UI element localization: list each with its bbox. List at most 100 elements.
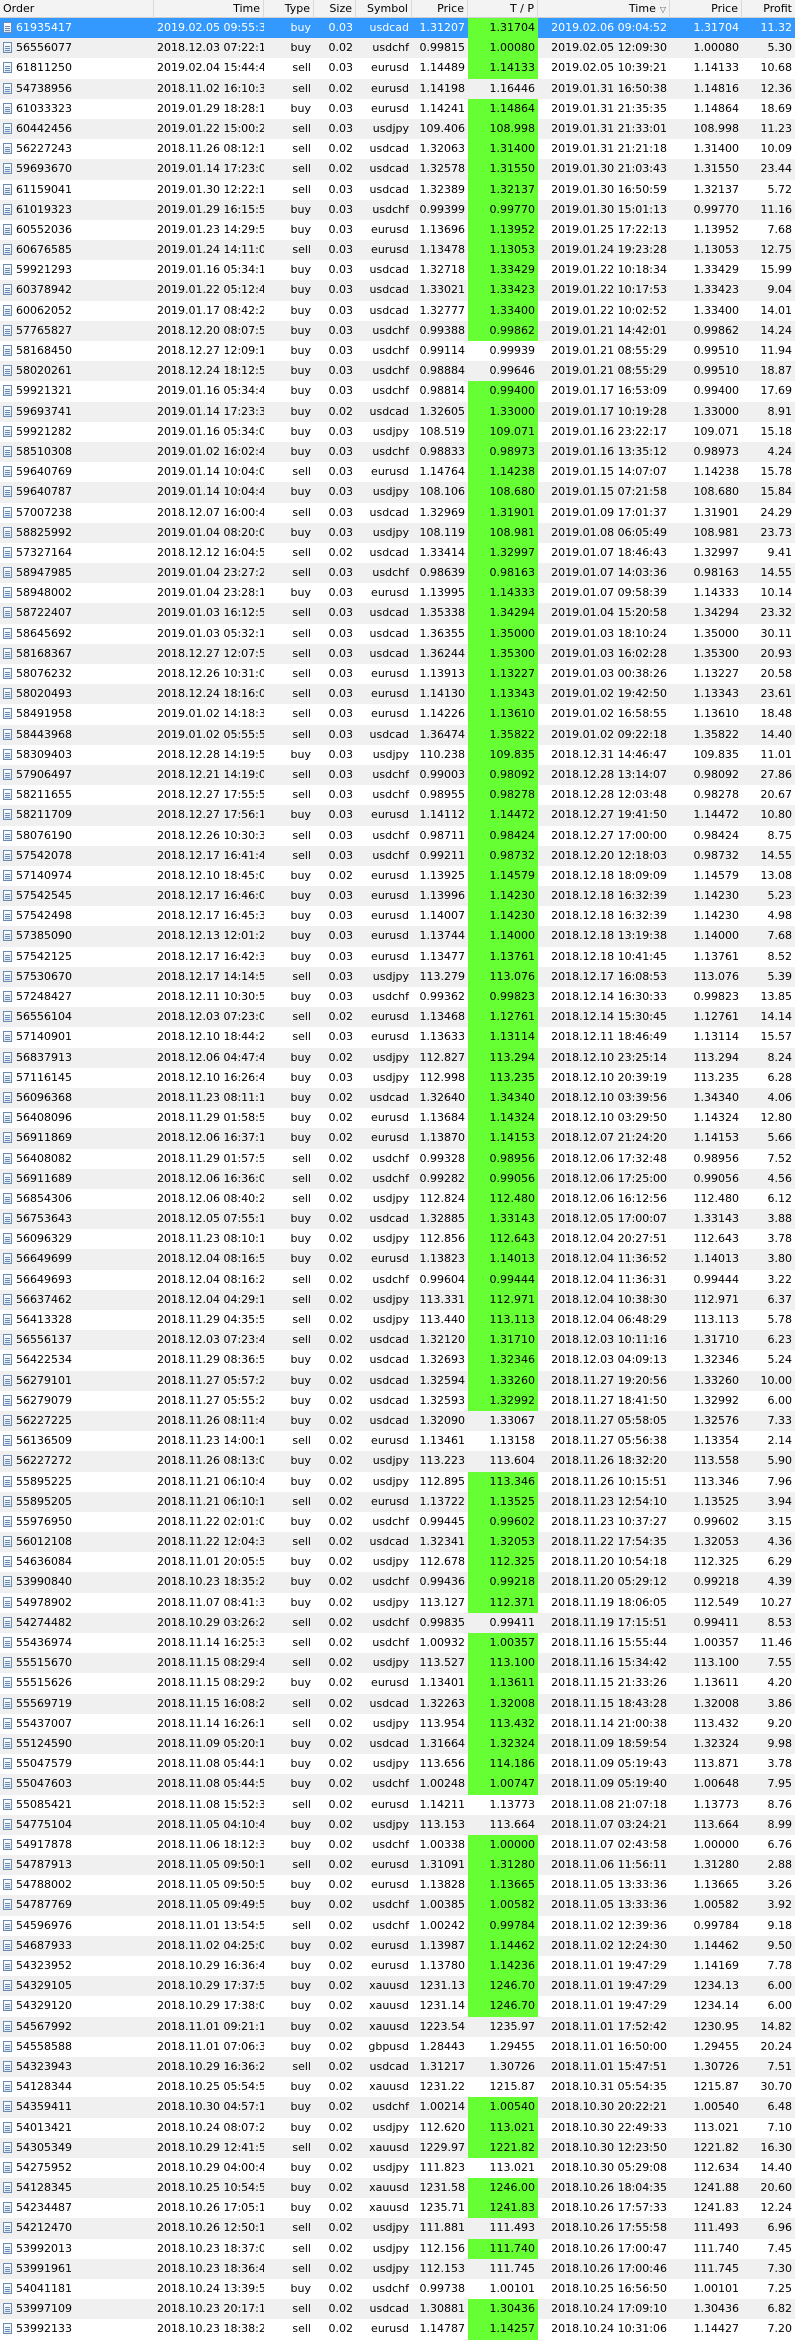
table-row[interactable]: 59640769 2019.01.14 10:04:09 sell 0.03 eurus… <box>0 462 795 483</box>
table-row[interactable]: 58825992 2019.01.04 08:20:08 buy 0.03 usdjpy… <box>0 522 795 543</box>
table-row[interactable]: 55437007 2018.11.14 16:26:16 sell 0.02 usdjp… <box>0 1713 795 1734</box>
table-row[interactable]: 55047579 2018.11.08 05:44:17 buy 0.02 usdjpy… <box>0 1754 795 1775</box>
table-row[interactable]: 57007238 2018.12.07 16:00:46 sell 0.03 usdca… <box>0 502 795 523</box>
table-row[interactable]: 61159041 2019.01.30 12:22:19 sell 0.03 usdca… <box>0 179 795 200</box>
table-row[interactable]: 53997109 2018.10.23 20:17:15 sell 0.02 usdca… <box>0 2299 795 2320</box>
table-row[interactable]: 54275952 2018.10.29 04:00:47 buy 0.02 usdjpy… <box>0 2158 795 2178</box>
table-row[interactable]: 60442456 2019.01.22 15:00:27 sell 0.03 usdjp… <box>0 118 795 140</box>
table-row[interactable]: 59693741 2019.01.14 17:23:34 buy 0.02 usdcad… <box>0 401 795 422</box>
table-row[interactable]: 58076232 2018.12.26 10:31:09 sell 0.03 eurus… <box>0 664 795 685</box>
table-row[interactable]: 58020493 2018.12.24 18:16:00 sell 0.03 eurus… <box>0 684 795 705</box>
table-row[interactable]: 54978902 2018.11.07 08:41:33 buy 0.02 usdjpy… <box>0 1592 795 1613</box>
table-row[interactable]: 53992013 2018.10.23 18:37:09 sell 0.02 usdjp… <box>0 2238 795 2259</box>
table-row[interactable]: 56837913 2018.12.06 04:47:45 buy 0.02 usdjpy… <box>0 1047 795 1068</box>
table-row[interactable]: 59921321 2019.01.16 05:34:41 buy 0.03 usdchf… <box>0 381 795 402</box>
table-row[interactable]: 54558588 2018.11.01 07:06:32 buy 0.02 gbpusd… <box>0 2037 795 2057</box>
table-row[interactable]: 56408082 2018.11.29 01:57:58 sell 0.02 usdch… <box>0 1148 795 1169</box>
table-row[interactable]: 58211709 2018.12.27 17:56:16 buy 0.03 eurusd… <box>0 805 795 826</box>
table-row[interactable]: 54128344 2018.10.25 05:54:54 buy 0.02 xauusd… <box>0 2077 795 2097</box>
table-row[interactable]: 55569719 2018.11.15 16:08:24 sell 0.02 usdca… <box>0 1693 795 1714</box>
table-row[interactable]: 56556077 2018.12.03 07:22:14 buy 0.02 usdchf… <box>0 38 795 59</box>
table-row[interactable]: 57765827 2018.12.20 08:07:52 buy 0.03 usdchf… <box>0 320 795 341</box>
table-row[interactable]: 58020261 2018.12.24 18:12:59 buy 0.03 usdchf… <box>0 361 795 382</box>
table-row[interactable]: 60676585 2019.01.24 14:11:09 sell 0.03 eurus… <box>0 240 795 261</box>
table-row[interactable]: 55515670 2018.11.15 08:29:47 sell 0.02 usdjp… <box>0 1653 795 1674</box>
table-row[interactable]: 56422534 2018.11.29 08:36:52 buy 0.02 usdcad… <box>0 1350 795 1371</box>
table-row[interactable]: 60552036 2019.01.23 14:29:53 buy 0.03 eurusd… <box>0 219 795 241</box>
table-row[interactable]: 54788002 2018.11.05 09:50:53 buy 0.02 eurusd… <box>0 1875 795 1896</box>
table-row[interactable]: 56556104 2018.12.03 07:23:00 sell 0.02 eurus… <box>0 1007 795 1028</box>
table-row[interactable]: 57542498 2018.12.17 16:45:32 buy 0.03 eurusd… <box>0 906 795 927</box>
table-row[interactable]: 58443968 2019.01.02 05:55:58 sell 0.03 usdca… <box>0 724 795 745</box>
table-row[interactable]: 57542078 2018.12.17 16:41:46 sell 0.03 usdch… <box>0 845 795 866</box>
table-row[interactable]: 54305349 2018.10.29 12:41:54 sell 0.02 xauus… <box>0 2137 795 2158</box>
table-row[interactable]: 58947985 2019.01.04 23:27:25 sell 0.03 usdch… <box>0 563 795 584</box>
table-row[interactable]: 55085421 2018.11.08 15:52:39 sell 0.02 eurus… <box>0 1795 795 1815</box>
table-row[interactable]: 54041181 2018.10.24 13:39:51 buy 0.02 usdchf… <box>0 2279 795 2299</box>
table-row[interactable]: 56753643 2018.12.05 07:55:17 buy 0.02 usdcad… <box>0 1209 795 1230</box>
table-row[interactable]: 58510308 2019.01.02 16:02:45 buy 0.03 usdchf… <box>0 441 795 463</box>
column-header-time[interactable]: Time <box>154 0 264 18</box>
table-row[interactable]: 54738956 2018.11.02 16:10:30 sell 0.02 eurus… <box>0 78 795 99</box>
table-row[interactable]: 58491958 2019.01.02 14:18:32 sell 0.03 eurus… <box>0 704 795 725</box>
table-row[interactable]: 55895205 2018.11.21 06:10:10 sell 0.02 eurus… <box>0 1491 795 1512</box>
table-row[interactable]: 54323943 2018.10.29 16:36:28 sell 0.02 usdca… <box>0 2056 795 2078</box>
column-header-symbol[interactable]: Symbol <box>356 0 412 18</box>
table-row[interactable]: 55976950 2018.11.22 02:01:03 buy 0.02 usdchf… <box>0 1511 795 1533</box>
table-row[interactable]: 54329120 2018.10.29 17:38:08 buy 0.02 xauusd… <box>0 1996 795 2017</box>
table-row[interactable]: 55047603 2018.11.08 05:44:53 buy 0.02 usdchf… <box>0 1774 795 1795</box>
table-row[interactable]: 56637462 2018.12.04 04:29:16 sell 0.02 usdjp… <box>0 1289 795 1310</box>
table-row[interactable]: 56279079 2018.11.27 05:55:28 buy 0.02 usdcad… <box>0 1390 795 1411</box>
table-row[interactable]: 56854306 2018.12.06 08:40:26 sell 0.02 usdjp… <box>0 1188 795 1210</box>
column-header-profit[interactable]: Profit <box>742 0 795 18</box>
table-row[interactable]: 57542545 2018.12.17 16:46:08 buy 0.03 eurusd… <box>0 886 795 907</box>
table-row[interactable]: 54013421 2018.10.24 08:07:26 buy 0.02 usdjpy… <box>0 2117 795 2138</box>
table-row[interactable]: 58076190 2018.12.26 10:30:36 sell 0.03 usdch… <box>0 825 795 846</box>
table-row[interactable]: 58722407 2019.01.03 16:12:57 sell 0.03 usdca… <box>0 603 795 624</box>
table-row[interactable]: 54359411 2018.10.30 04:57:11 buy 0.02 usdchf… <box>0 2097 795 2118</box>
column-header-size[interactable]: Size <box>314 0 356 18</box>
table-row[interactable]: 57385090 2018.12.13 12:01:23 buy 0.03 eurusd… <box>0 926 795 947</box>
column-header-close-time[interactable]: Time ▽ <box>538 0 670 18</box>
table-row[interactable]: 57248427 2018.12.11 10:30:50 buy 0.03 usdchf… <box>0 987 795 1008</box>
table-row[interactable]: 54329105 2018.10.29 17:37:57 buy 0.02 xauusd… <box>0 1976 795 1997</box>
table-row[interactable]: 56096368 2018.11.23 08:11:11 buy 0.02 usdcad… <box>0 1087 795 1109</box>
table-row[interactable]: 57530670 2018.12.17 14:14:53 sell 0.03 usdjp… <box>0 966 795 987</box>
table-row[interactable]: 56227225 2018.11.26 08:11:46 buy 0.02 usdcad… <box>0 1410 795 1432</box>
table-row[interactable]: 54917878 2018.11.06 18:12:31 buy 0.02 usdchf… <box>0 1834 795 1856</box>
table-row[interactable]: 56911689 2018.12.06 16:36:09 sell 0.02 usdch… <box>0 1168 795 1189</box>
table-row[interactable]: 56136509 2018.11.23 14:00:18 sell 0.02 eurus… <box>0 1431 795 1451</box>
table-row[interactable]: 60378942 2019.01.22 05:12:49 buy 0.03 usdcad… <box>0 280 795 301</box>
table-row[interactable]: 61935417 2019.02.05 09:55:37 buy 0.03 usdcad… <box>0 18 795 39</box>
table-row[interactable]: 56413328 2018.11.29 04:35:52 sell 0.02 usdjp… <box>0 1310 795 1331</box>
table-row[interactable]: 56012108 2018.11.22 12:04:37 sell 0.02 usdca… <box>0 1532 795 1553</box>
table-row[interactable]: 54775104 2018.11.05 04:10:44 buy 0.02 usdjpy… <box>0 1814 795 1835</box>
table-row[interactable]: 54212470 2018.10.26 12:50:18 sell 0.02 usdjp… <box>0 2218 795 2239</box>
table-row[interactable]: 58645692 2019.01.03 05:32:12 sell 0.03 usdca… <box>0 623 795 644</box>
table-row[interactable]: 56227243 2018.11.26 08:12:12 sell 0.02 usdca… <box>0 139 795 160</box>
table-row[interactable]: 59640787 2019.01.14 10:04:48 buy 0.03 usdjpy… <box>0 482 795 503</box>
column-header-order[interactable]: Order <box>0 0 154 18</box>
table-row[interactable]: 53990840 2018.10.23 18:35:29 buy 0.02 usdchf… <box>0 1572 795 1593</box>
table-row[interactable]: 55895225 2018.11.21 06:10:45 buy 0.02 usdjpy… <box>0 1471 795 1492</box>
table-row[interactable]: 54274482 2018.10.29 03:26:28 sell 0.02 usdch… <box>0 1612 795 1633</box>
column-header-price[interactable]: Price <box>412 0 468 18</box>
table-row[interactable]: 54128345 2018.10.25 10:54:58 buy 0.02 xauusd… <box>0 2178 795 2199</box>
table-row[interactable]: 61811250 2019.02.04 15:44:40 sell 0.03 eurus… <box>0 58 795 79</box>
table-row[interactable]: 61019323 2019.01.29 16:15:55 buy 0.03 usdchf… <box>0 199 795 220</box>
table-row[interactable]: 61033323 2019.01.29 18:28:12 buy 0.03 eurusd… <box>0 98 795 119</box>
table-row[interactable]: 57906497 2018.12.21 14:19:05 sell 0.03 usdch… <box>0 764 795 786</box>
table-row[interactable]: 56096329 2018.11.23 08:10:17 buy 0.02 usdjpy… <box>0 1229 795 1250</box>
table-row[interactable]: 54687933 2018.11.02 04:25:03 buy 0.02 eurusd… <box>0 1935 795 1956</box>
table-row[interactable]: 58211655 2018.12.27 17:55:55 sell 0.03 usdch… <box>0 785 795 806</box>
table-row[interactable]: 58309403 2018.12.28 14:19:56 buy 0.03 usdjpy… <box>0 744 795 765</box>
table-row[interactable]: 55124590 2018.11.09 05:20:18 buy 0.02 usdcad… <box>0 1733 795 1755</box>
table-row[interactable]: 59921282 2019.01.16 05:34:01 buy 0.03 usdjpy… <box>0 421 795 442</box>
table-row[interactable]: 54323952 2018.10.29 16:36:44 buy 0.02 eurusd… <box>0 1956 795 1977</box>
table-row[interactable]: 55515626 2018.11.15 08:29:27 buy 0.02 eurusd… <box>0 1673 795 1694</box>
table-row[interactable]: 56649693 2018.12.04 08:16:28 sell 0.02 usdch… <box>0 1269 795 1290</box>
table-row[interactable]: 59693670 2019.01.14 17:23:01 sell 0.02 usdca… <box>0 159 795 180</box>
table-row[interactable]: 54234487 2018.10.26 17:05:19 buy 0.02 xauusd… <box>0 2198 795 2219</box>
column-header-close-price[interactable]: Price <box>670 0 742 18</box>
table-row[interactable]: 54787769 2018.11.05 09:49:51 buy 0.02 usdchf… <box>0 1895 795 1916</box>
